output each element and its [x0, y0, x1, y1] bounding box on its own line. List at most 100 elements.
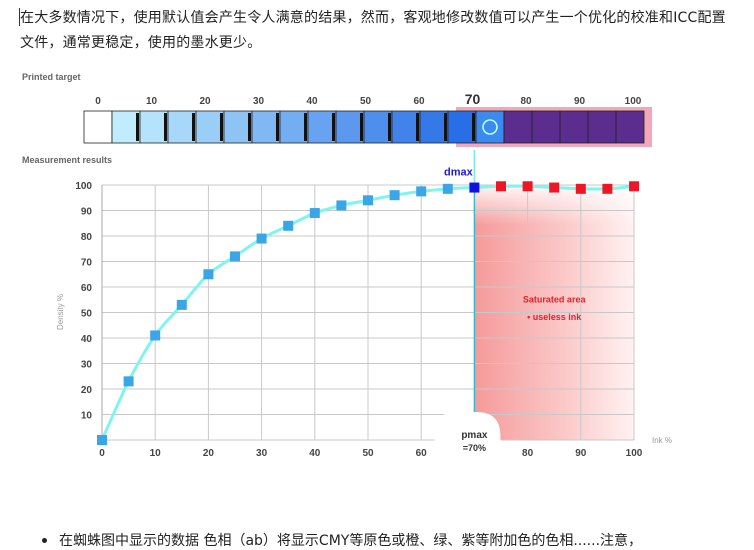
target-ramp — [83, 110, 645, 144]
pmax-tab-shape — [434, 412, 501, 448]
ramp-separator — [304, 113, 307, 141]
bullet-text: 在蜘蛛图中显示的数据 色相（ab）将显示CMY等原色或橙、绿、紫等附加色的色相.… — [59, 533, 643, 549]
ramp-patch — [195, 110, 225, 144]
ramp-patch — [307, 110, 337, 144]
ramp-separator — [248, 113, 251, 141]
ramp-patch — [279, 110, 309, 144]
target-tick-90: 90 — [574, 96, 586, 107]
printed-target-label: Printed target — [22, 72, 81, 82]
y-tick-60: 60 — [81, 283, 93, 294]
ramp-separator — [220, 113, 223, 141]
measurement-results-label: Measurement results — [22, 155, 112, 165]
ramp-patch — [615, 110, 645, 144]
ramp-patch — [111, 110, 141, 144]
target-tick-30: 30 — [253, 96, 265, 107]
dmax-marker — [469, 182, 480, 193]
bullet-icon — [42, 537, 47, 543]
x-tick-labels: 0 10 20 30 40 50 60 80 90 100 — [99, 448, 643, 459]
ramp-separator — [164, 113, 167, 141]
density-chart: Printed target 0 10 20 30 40 50 60 70 80 90 100 Me… — [22, 72, 672, 459]
data-point — [123, 376, 134, 387]
target-tick-70: 70 — [465, 91, 481, 107]
y-tick-70: 70 — [81, 258, 93, 269]
data-point — [256, 233, 267, 244]
ramp-separator — [388, 113, 391, 141]
data-point — [176, 299, 187, 310]
y-tick-labels: 10 20 30 40 50 60 70 80 90 100 — [75, 181, 92, 422]
data-point — [150, 330, 161, 341]
x-tick-90: 90 — [575, 448, 587, 459]
x-tick-80: 80 — [522, 448, 534, 459]
saturated-point — [522, 181, 533, 192]
ramp-patch — [419, 110, 449, 144]
y-tick-10: 10 — [81, 411, 93, 422]
ramp-patch — [391, 110, 421, 144]
ramp-patch — [167, 110, 197, 144]
x-tick-20: 20 — [203, 448, 215, 459]
x-tick-100: 100 — [626, 448, 643, 459]
ramp-patch — [559, 110, 589, 144]
pmax-tab — [434, 412, 501, 448]
x-tick-30: 30 — [256, 448, 268, 459]
ramp-patch — [475, 110, 505, 144]
ramp-separator — [472, 113, 475, 141]
x-tick-60: 60 — [416, 448, 428, 459]
ramp-patch — [251, 110, 281, 144]
y-tick-90: 90 — [81, 207, 93, 218]
x-tick-0: 0 — [99, 448, 105, 459]
ramp-separator — [136, 113, 139, 141]
ramp-patch — [223, 110, 253, 144]
ramp-patch — [587, 110, 617, 144]
saturated-area-label: Saturated area — [523, 294, 587, 304]
ramp-separator — [360, 113, 363, 141]
ramp-patch — [447, 110, 477, 144]
y-tick-80: 80 — [81, 232, 93, 243]
saturated-point — [602, 183, 613, 194]
x-axis-label: Ink % — [652, 436, 672, 445]
dmax-label: dmax — [444, 167, 474, 179]
ramp-patch — [335, 110, 365, 144]
ramp-patch — [531, 110, 561, 144]
y-tick-20: 20 — [81, 385, 93, 396]
y-tick-100: 100 — [75, 181, 92, 192]
data-point — [442, 183, 453, 194]
target-tick-10: 10 — [146, 96, 158, 107]
data-point — [416, 186, 427, 197]
ramp-separator — [416, 113, 419, 141]
target-tick-100: 100 — [625, 96, 642, 107]
data-point — [363, 195, 373, 206]
data-point — [389, 190, 400, 201]
data-point — [203, 269, 214, 280]
ramp-patch — [363, 110, 393, 144]
text-cursor — [19, 8, 20, 26]
intro-paragraph: 在大多数情况下，使用默认值会产生令人满意的结果，然而，客观地修改数值可以产生一个… — [20, 10, 726, 51]
target-tick-80: 80 — [520, 96, 532, 107]
ramp-patch — [503, 110, 533, 144]
target-tick-20: 20 — [199, 96, 211, 107]
saturated-point — [549, 182, 560, 193]
target-tick-50: 50 — [360, 96, 372, 107]
target-tick-40: 40 — [306, 96, 318, 107]
data-point — [336, 200, 347, 211]
data-markers — [97, 181, 639, 445]
ramp-patch — [83, 110, 113, 144]
x-tick-40: 40 — [309, 448, 321, 459]
y-tick-50: 50 — [81, 309, 93, 320]
ramp-separator — [332, 113, 335, 141]
data-point — [309, 208, 320, 219]
target-tick-60: 60 — [413, 96, 425, 107]
x-tick-50: 50 — [362, 448, 374, 459]
data-point — [230, 251, 240, 262]
target-tick-0: 0 — [95, 96, 101, 107]
x-tick-10: 10 — [150, 448, 162, 459]
saturated-point — [575, 183, 586, 194]
ramp-separator — [192, 113, 195, 141]
ramp-70-circle — [482, 119, 498, 135]
pmax-label: pmax — [461, 430, 488, 441]
saturated-point — [629, 181, 639, 192]
y-axis-label: Density % — [56, 294, 65, 330]
y-tick-40: 40 — [81, 334, 93, 345]
ramp-separator — [276, 113, 279, 141]
target-tick-labels: 0 10 20 30 40 50 60 70 80 90 100 — [95, 91, 642, 107]
bullet-list-item: 在蜘蛛图中显示的数据 色相（ab）将显示CMY等原色或橙、绿、紫等附加色的色相.… — [42, 530, 642, 550]
